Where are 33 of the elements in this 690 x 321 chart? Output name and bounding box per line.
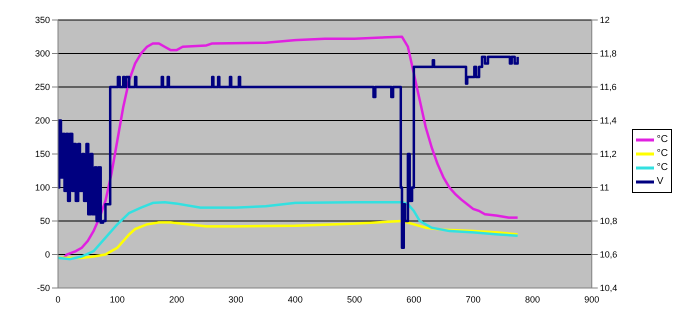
y-tick-label: 50	[40, 216, 50, 226]
y-tick-label: 300	[34, 48, 50, 59]
x-tick-label: 300	[228, 294, 244, 304]
y2-tick-label: 12	[600, 15, 610, 26]
x-tick-label: 700	[466, 294, 481, 304]
y2-tick-label: 11	[600, 182, 610, 193]
line-series	[58, 200, 519, 260]
x-tick-label: 0	[55, 294, 61, 304]
legend-label: V	[656, 174, 664, 188]
y-tick-label: 150	[34, 149, 50, 160]
x-tick-label: 600	[406, 294, 422, 304]
x-tick-label: 800	[524, 294, 540, 304]
y2-tick-label: 10,6	[600, 250, 618, 260]
y-tick-label: 350	[34, 15, 50, 26]
x-tick-label: 500	[347, 294, 362, 304]
x-tick-label: 100	[110, 294, 125, 304]
y-tick-label: 250	[34, 82, 50, 92]
y2-tick-label: 11,6	[600, 82, 617, 92]
legend-label: °C	[656, 146, 668, 160]
y-tick-label: 0	[44, 250, 50, 260]
y2-tick-label: 11,4	[600, 116, 617, 126]
y-tick-label: 100	[34, 182, 50, 193]
x-tick-label: 400	[288, 294, 303, 304]
y2-tick-label: 11,2	[600, 149, 617, 160]
y2-tick-label: 10,4	[600, 283, 618, 294]
x-tick-label: 200	[169, 294, 184, 304]
y2-tick-label: 11,8	[600, 48, 617, 59]
x-tick-label: 900	[584, 294, 600, 304]
y-tick-label: -50	[36, 283, 50, 294]
legend-label: °C	[656, 160, 668, 174]
legend-label: °C	[656, 132, 668, 146]
y2-tick-label: 10,8	[600, 216, 618, 226]
y-tick-label: 200	[34, 116, 50, 126]
